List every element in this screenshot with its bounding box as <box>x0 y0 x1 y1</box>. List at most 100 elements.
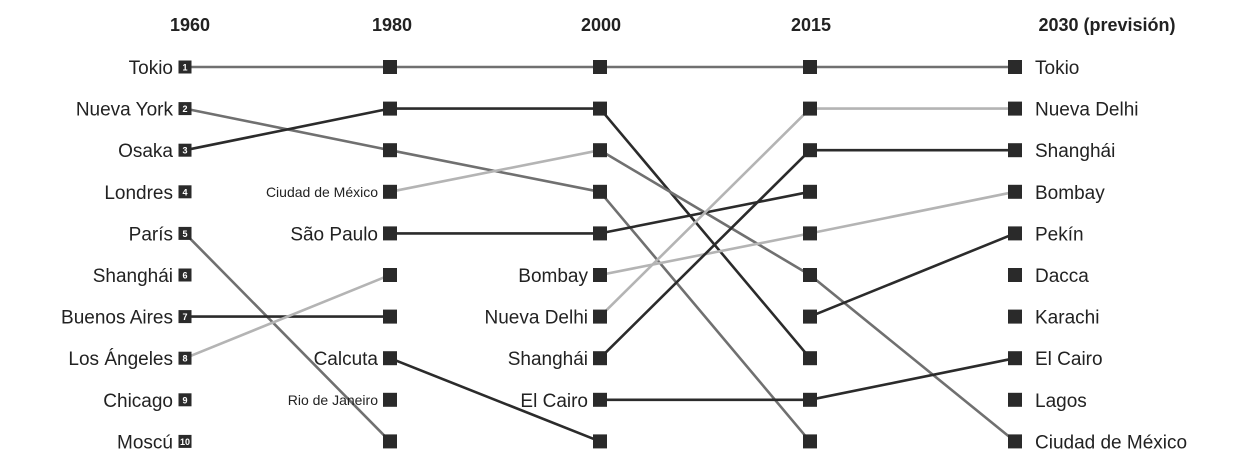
year-headers: 1960 1980 2000 2015 2030 (previsión) <box>170 15 1176 35</box>
marker-col5-rank2 <box>1008 101 1022 116</box>
city-label-col1-rank1: Tokio <box>129 58 173 79</box>
marker-col2-rank2 <box>383 101 397 116</box>
marker-col2-rank4 <box>383 184 397 199</box>
marker-col2-rank6 <box>383 268 397 282</box>
rank-line-28 <box>808 232 1017 318</box>
marker-col5-rank1 <box>1008 60 1022 74</box>
marker-col3-rank4 <box>593 184 607 199</box>
marker-col1-rank3 <box>178 143 192 157</box>
marker-col1-rank6 <box>178 268 192 282</box>
year-header-1: 1960 <box>170 15 210 35</box>
city-label-col1-rank8: Los Ángeles <box>68 349 173 370</box>
marker-col3-rank5 <box>593 226 607 241</box>
rank-line-27 <box>808 356 1017 402</box>
city-label-col1-rank7: Buenos Aires <box>61 308 173 329</box>
city-label-col1-rank2: Nueva York <box>76 100 174 121</box>
city-label-col5-rank4: Bombay <box>1035 183 1105 204</box>
city-label-col5-rank1: Tokio <box>1035 58 1079 79</box>
marker-col1-rank5 <box>178 226 192 240</box>
marker-col3-rank9 <box>593 392 607 407</box>
city-label-col5-rank10: Ciudad de México <box>1035 432 1187 453</box>
rank-number-9: 9 <box>182 395 187 405</box>
marker-col3-rank3 <box>593 143 607 158</box>
marker-col1-rank2 <box>178 102 192 116</box>
marker-col4-rank4 <box>803 184 817 199</box>
marker-col3-rank6 <box>593 268 607 282</box>
rank-markers: 1 2 3 4 5 6 7 8 9 10 <box>178 60 1022 449</box>
marker-col2-rank8 <box>383 351 397 366</box>
marker-col5-rank9 <box>1008 392 1022 407</box>
city-label-col2-rank5: São Paulo <box>290 224 378 245</box>
rank-line-13 <box>183 273 392 360</box>
rank-number-1: 1 <box>182 63 187 73</box>
year-header-4: 2015 <box>791 15 831 35</box>
marker-col1-rank7 <box>178 310 192 324</box>
rank-line-21 <box>808 190 1017 235</box>
marker-col1-rank9 <box>178 393 192 407</box>
marker-col4-rank7 <box>803 309 817 324</box>
year-header-2: 1980 <box>372 15 412 35</box>
marker-col5-rank3 <box>1008 143 1022 158</box>
marker-col2-rank3 <box>383 143 397 158</box>
marker-col2-rank1 <box>383 60 397 74</box>
city-label-col2-rank4: Ciudad de México <box>266 184 378 200</box>
marker-col2-rank5 <box>383 226 397 241</box>
city-label-col3-rank7: Nueva Delhi <box>485 308 589 329</box>
rank-number-10: 10 <box>180 437 190 447</box>
marker-col3-rank7 <box>593 309 607 324</box>
marker-col2-rank9 <box>383 392 397 407</box>
rank-line-7 <box>598 190 812 443</box>
city-label-col1-rank5: París <box>129 224 173 245</box>
rank-line-22 <box>598 107 812 318</box>
city-label-col1-rank6: Shanghái <box>93 266 173 287</box>
city-label-col3-rank8: Shanghái <box>508 349 588 370</box>
marker-col4-rank3 <box>803 143 817 158</box>
rank-line-16 <box>808 273 1017 443</box>
city-label-col1-rank4: Londres <box>104 183 173 204</box>
city-label-col2-rank8: Calcuta <box>314 349 379 370</box>
marker-col5-rank8 <box>1008 351 1022 366</box>
marker-col4-rank10 <box>803 434 817 449</box>
marker-col1-rank1 <box>178 60 192 74</box>
marker-col4-rank6 <box>803 268 817 282</box>
rank-line-14 <box>388 148 602 194</box>
city-label-col3-rank6: Bombay <box>518 266 588 287</box>
year-header-3: 2000 <box>581 15 621 35</box>
rank-number-8: 8 <box>182 354 187 364</box>
city-label-col5-rank9: Lagos <box>1035 391 1087 412</box>
marker-col5-rank7 <box>1008 309 1022 324</box>
city-label-col2-rank9: Rio de Janeiro <box>288 392 378 408</box>
rank-line-19 <box>388 356 602 443</box>
rank-number-6: 6 <box>182 271 187 281</box>
marker-col4-rank2 <box>803 101 817 116</box>
rank-line-11 <box>183 232 392 443</box>
year-header-5: 2030 (previsión) <box>1038 15 1175 35</box>
rank-number-7: 7 <box>182 312 187 322</box>
marker-col4-rank8 <box>803 351 817 366</box>
marker-col2-rank10 <box>383 434 397 449</box>
ranking-lines <box>183 65 1017 443</box>
marker-col5-rank10 <box>1008 434 1022 449</box>
marker-col5-rank5 <box>1008 226 1022 241</box>
marker-col5-rank4 <box>1008 184 1022 199</box>
city-label-col3-rank9: El Cairo <box>520 391 588 412</box>
marker-col5-rank6 <box>1008 268 1022 282</box>
marker-col4-rank9 <box>803 392 817 407</box>
city-labels: Tokio Nueva York Osaka Londres París Shanghái… <box>61 58 1187 453</box>
marker-col3-rank2 <box>593 101 607 116</box>
city-label-col1-rank3: Osaka <box>118 141 173 162</box>
marker-col4-rank5 <box>803 226 817 241</box>
city-label-col5-rank8: El Cairo <box>1035 349 1103 370</box>
marker-col1-rank8 <box>178 351 192 365</box>
marker-col3-rank8 <box>593 351 607 366</box>
rank-line-8 <box>183 107 392 152</box>
rank-number-5: 5 <box>182 229 187 239</box>
marker-col1-rank10 <box>178 434 192 448</box>
city-label-col5-rank3: Shanghái <box>1035 141 1115 162</box>
marker-col4-rank1 <box>803 60 817 74</box>
rank-number-2: 2 <box>182 104 187 114</box>
marker-col3-rank10 <box>593 434 607 449</box>
city-label-col5-rank2: Nueva Delhi <box>1035 100 1139 121</box>
city-label-col5-rank5: Pekín <box>1035 224 1084 245</box>
city-label-col1-rank9: Chicago <box>103 391 173 412</box>
